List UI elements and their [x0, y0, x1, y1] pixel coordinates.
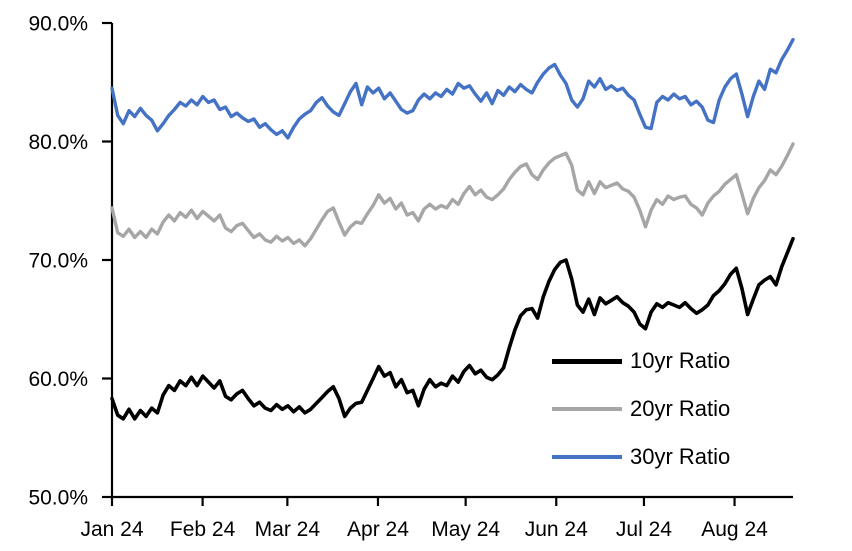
- legend-item-30yr-ratio: 30yr Ratio: [552, 440, 730, 474]
- series-line-10yr-ratio: [110, 236, 795, 421]
- legend-label-20yr-ratio: 20yr Ratio: [630, 396, 731, 421]
- legend-item-20yr-ratio: 20yr Ratio: [552, 392, 730, 426]
- x-axis-tick-label: Apr 24: [347, 518, 409, 541]
- x-axis-tick-label: Jul 24: [616, 518, 672, 541]
- y-axis-tick-label: 60.0%: [28, 368, 88, 391]
- x-axis-tick-label: Jun 24: [525, 518, 588, 541]
- legend-item-10yr-ratio: 10yr Ratio: [552, 344, 730, 378]
- x-axis-tick-label: Feb 24: [170, 518, 236, 541]
- legend-swatch-10yr-ratio: [552, 358, 622, 364]
- x-axis-tick-label: Mar 24: [255, 518, 321, 541]
- legend-swatch-30yr-ratio: [552, 455, 622, 459]
- series-line-20yr-ratio: [110, 142, 795, 248]
- y-axis-tick-label: 70.0%: [28, 249, 88, 272]
- y-axis-tick-label: 50.0%: [28, 486, 88, 509]
- y-axis-tick-label: 90.0%: [28, 12, 88, 35]
- x-axis-tick-label: Jan 24: [80, 518, 143, 541]
- series-line-30yr-ratio: [110, 37, 795, 140]
- legend-label-30yr-ratio: 30yr Ratio: [630, 444, 731, 469]
- y-axis-tick-label: 80.0%: [28, 131, 88, 154]
- x-axis-tick-label: May 24: [431, 518, 500, 541]
- legend-swatch-20yr-ratio: [552, 407, 622, 411]
- legend-label-10yr-ratio: 10yr Ratio: [630, 348, 731, 373]
- x-axis-tick-label: Aug 24: [701, 518, 768, 541]
- chart-legend: 10yr Ratio 20yr Ratio 30yr Ratio: [552, 344, 730, 474]
